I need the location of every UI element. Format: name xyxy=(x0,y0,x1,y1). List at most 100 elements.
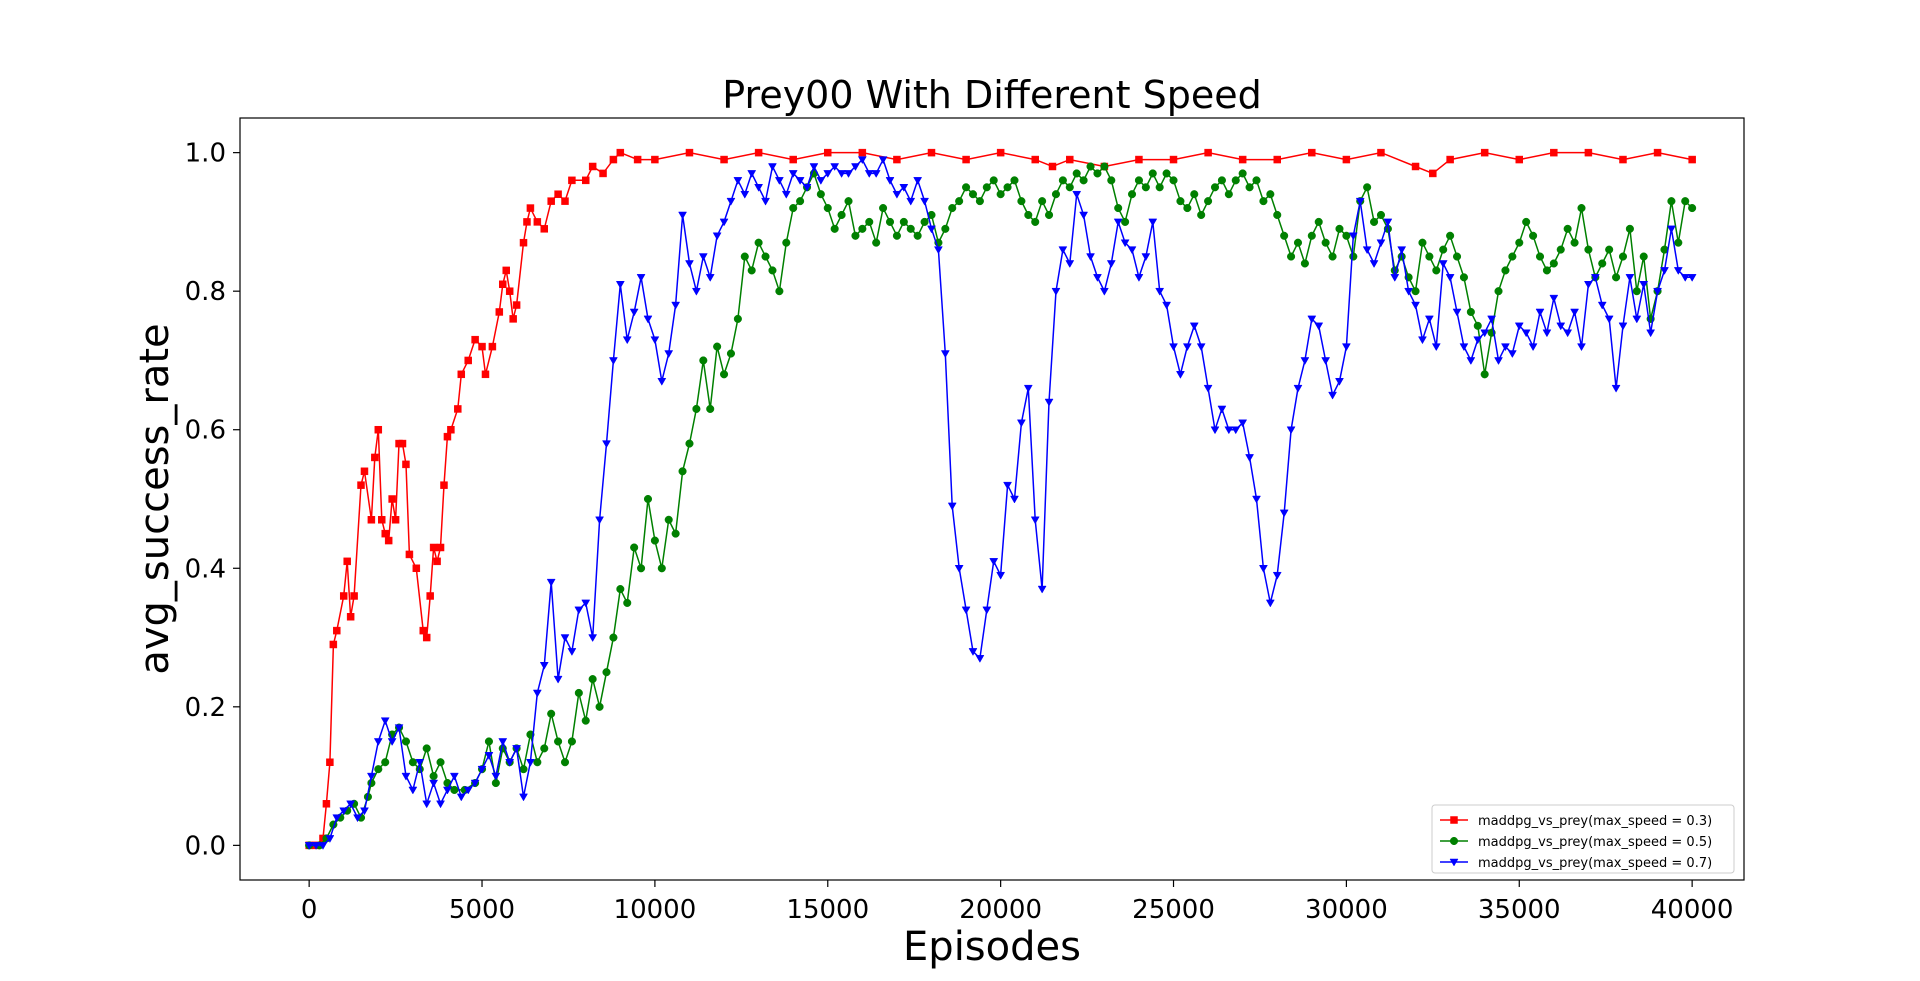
data-point xyxy=(768,163,777,171)
x-tick-label: 20000 xyxy=(959,895,1042,925)
data-point xyxy=(471,335,479,344)
data-point xyxy=(1639,281,1649,289)
data-point xyxy=(1286,426,1296,435)
data-point xyxy=(1625,224,1634,233)
data-point xyxy=(1176,197,1185,206)
data-point xyxy=(387,738,397,746)
data-point xyxy=(1086,253,1095,262)
data-point xyxy=(1618,252,1628,261)
data-point xyxy=(1459,273,1468,282)
data-point xyxy=(740,190,750,199)
data-point xyxy=(941,224,950,233)
data-point xyxy=(1079,176,1088,185)
x-axis: 0 5000 10000 15000 20000 25000 30000 35000 40000 xyxy=(301,880,1733,925)
data-point xyxy=(540,225,549,233)
data-point xyxy=(1342,231,1351,240)
data-point xyxy=(322,800,331,808)
data-point xyxy=(1321,357,1331,365)
data-point xyxy=(754,148,763,157)
data-point xyxy=(1370,217,1379,226)
data-point xyxy=(505,287,514,295)
data-point xyxy=(788,170,798,178)
data-point xyxy=(1196,343,1206,352)
data-point xyxy=(560,758,570,767)
data-point xyxy=(588,675,597,684)
data-point xyxy=(1314,217,1323,226)
data-point xyxy=(830,224,839,233)
data-point xyxy=(1259,197,1268,206)
data-point xyxy=(440,481,448,489)
y-tick-label: 1.0 xyxy=(185,139,226,169)
data-point xyxy=(1010,495,1019,504)
data-point xyxy=(1549,259,1558,268)
data-point xyxy=(878,156,888,165)
data-point xyxy=(547,709,556,718)
data-point xyxy=(1674,238,1683,247)
data-point xyxy=(581,599,591,608)
data-point xyxy=(554,190,562,198)
data-point xyxy=(350,592,358,600)
data-point xyxy=(371,453,379,462)
data-point xyxy=(962,155,970,164)
data-point xyxy=(657,377,667,386)
data-point xyxy=(643,315,653,324)
data-point xyxy=(1134,274,1144,282)
data-point xyxy=(872,238,881,247)
data-point xyxy=(360,807,369,816)
data-point xyxy=(1556,322,1566,331)
data-point xyxy=(920,217,929,226)
data-point xyxy=(1113,218,1123,227)
data-point xyxy=(651,155,659,164)
data-point xyxy=(1162,301,1172,310)
data-point xyxy=(1563,329,1573,338)
data-point xyxy=(426,592,434,600)
data-point xyxy=(456,793,466,802)
data-point xyxy=(1280,231,1289,240)
y-axis-label: avg_success_rate xyxy=(132,323,178,674)
data-point xyxy=(1210,183,1220,192)
data-point xyxy=(630,543,639,552)
data-point xyxy=(1072,190,1082,199)
data-point xyxy=(768,266,777,275)
data-point xyxy=(1308,148,1316,157)
data-point xyxy=(1376,239,1386,248)
data-point xyxy=(509,315,517,323)
data-point xyxy=(1466,357,1476,365)
data-point xyxy=(1058,176,1067,185)
data-point xyxy=(1452,308,1462,317)
data-point xyxy=(609,633,618,642)
data-point xyxy=(595,516,605,525)
data-point xyxy=(1653,287,1662,296)
data-point xyxy=(1238,169,1247,178)
data-point xyxy=(1093,274,1102,282)
data-point xyxy=(1141,183,1150,192)
data-point xyxy=(1265,599,1275,608)
data-point xyxy=(726,349,736,358)
data-point xyxy=(1521,329,1531,338)
data-point xyxy=(436,758,445,767)
data-point xyxy=(982,183,991,192)
data-point xyxy=(318,842,328,850)
data-point xyxy=(1577,204,1586,213)
x-axis-label: Episodes xyxy=(903,924,1081,970)
data-point xyxy=(1273,210,1282,220)
data-point xyxy=(1127,246,1137,255)
data-point xyxy=(775,287,784,296)
x-tick-label: 0 xyxy=(301,895,318,925)
data-point xyxy=(1245,454,1255,462)
data-point xyxy=(1583,281,1593,289)
data-point xyxy=(574,606,584,615)
data-point xyxy=(1328,252,1337,261)
data-point xyxy=(1204,197,1213,206)
data-point xyxy=(429,772,438,781)
data-point xyxy=(837,210,846,220)
data-point xyxy=(622,336,632,345)
data-point xyxy=(422,633,431,642)
data-point xyxy=(920,197,930,206)
data-point xyxy=(1363,183,1372,192)
data-point xyxy=(1169,343,1178,352)
data-point xyxy=(616,148,625,157)
data-point xyxy=(1162,169,1171,178)
data-point xyxy=(1204,148,1212,157)
data-point xyxy=(519,765,528,774)
